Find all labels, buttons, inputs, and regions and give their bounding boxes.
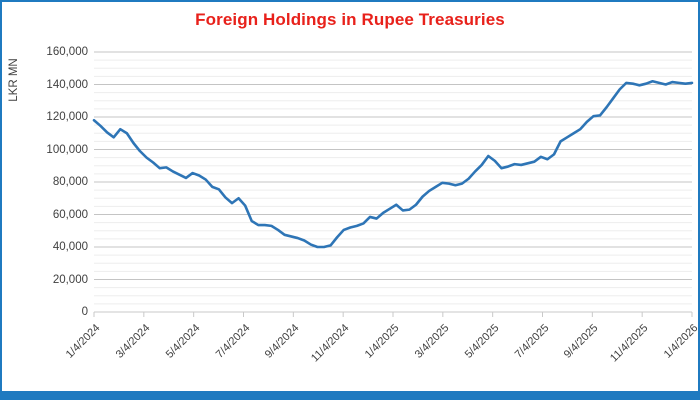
x-axis-tick-label: 11/4/2024 [309,322,352,365]
x-axis-tick-label: 7/4/2024 [213,322,252,361]
y-axis-tick-label: 80,000 [52,176,88,188]
x-axis-tick-label: 9/4/2024 [263,322,302,361]
x-axis-tick-label: 5/4/2024 [163,322,203,361]
series-line-foreign-holdings [92,79,694,249]
y-axis-tick-label: 60,000 [52,208,88,221]
y-axis-tick-label: 0 [81,306,88,318]
x-axis-tick-label: 1/4/2026 [661,322,700,361]
x-axis-tick-label: 1/4/2024 [63,322,103,361]
y-axis-tick-label: 20,000 [52,273,88,286]
x-axis-tick-label: 7/4/2025 [512,322,551,361]
x-axis-tick-label: 3/4/2025 [412,322,452,361]
y-axis-tick-label: 120,000 [46,111,88,123]
y-axis-tick-label: 40,000 [52,241,88,253]
x-axis-tick-label: 3/4/2024 [113,322,153,361]
x-axis-tick-label: 11/4/2025 [608,322,651,365]
chart-title: Foreign Holdings in Rupee Treasuries [195,10,505,29]
x-axis-tick-marks [93,312,693,317]
y-axis-tick-label: 160,000 [46,46,88,58]
y-axis-tick-labels: 160,000 140,000 120,000 100,000 80,000 60,000… [24,2,88,391]
x-axis-tick-label: 9/4/2025 [562,322,601,361]
y-axis-tick-label: 140,000 [46,78,88,91]
x-axis-tick-label: 5/4/2025 [462,322,502,361]
x-axis-tick-label: 1/4/2025 [362,322,402,361]
minor-gridlines [94,59,692,305]
y-axis-tick-label: 100,000 [46,143,88,156]
